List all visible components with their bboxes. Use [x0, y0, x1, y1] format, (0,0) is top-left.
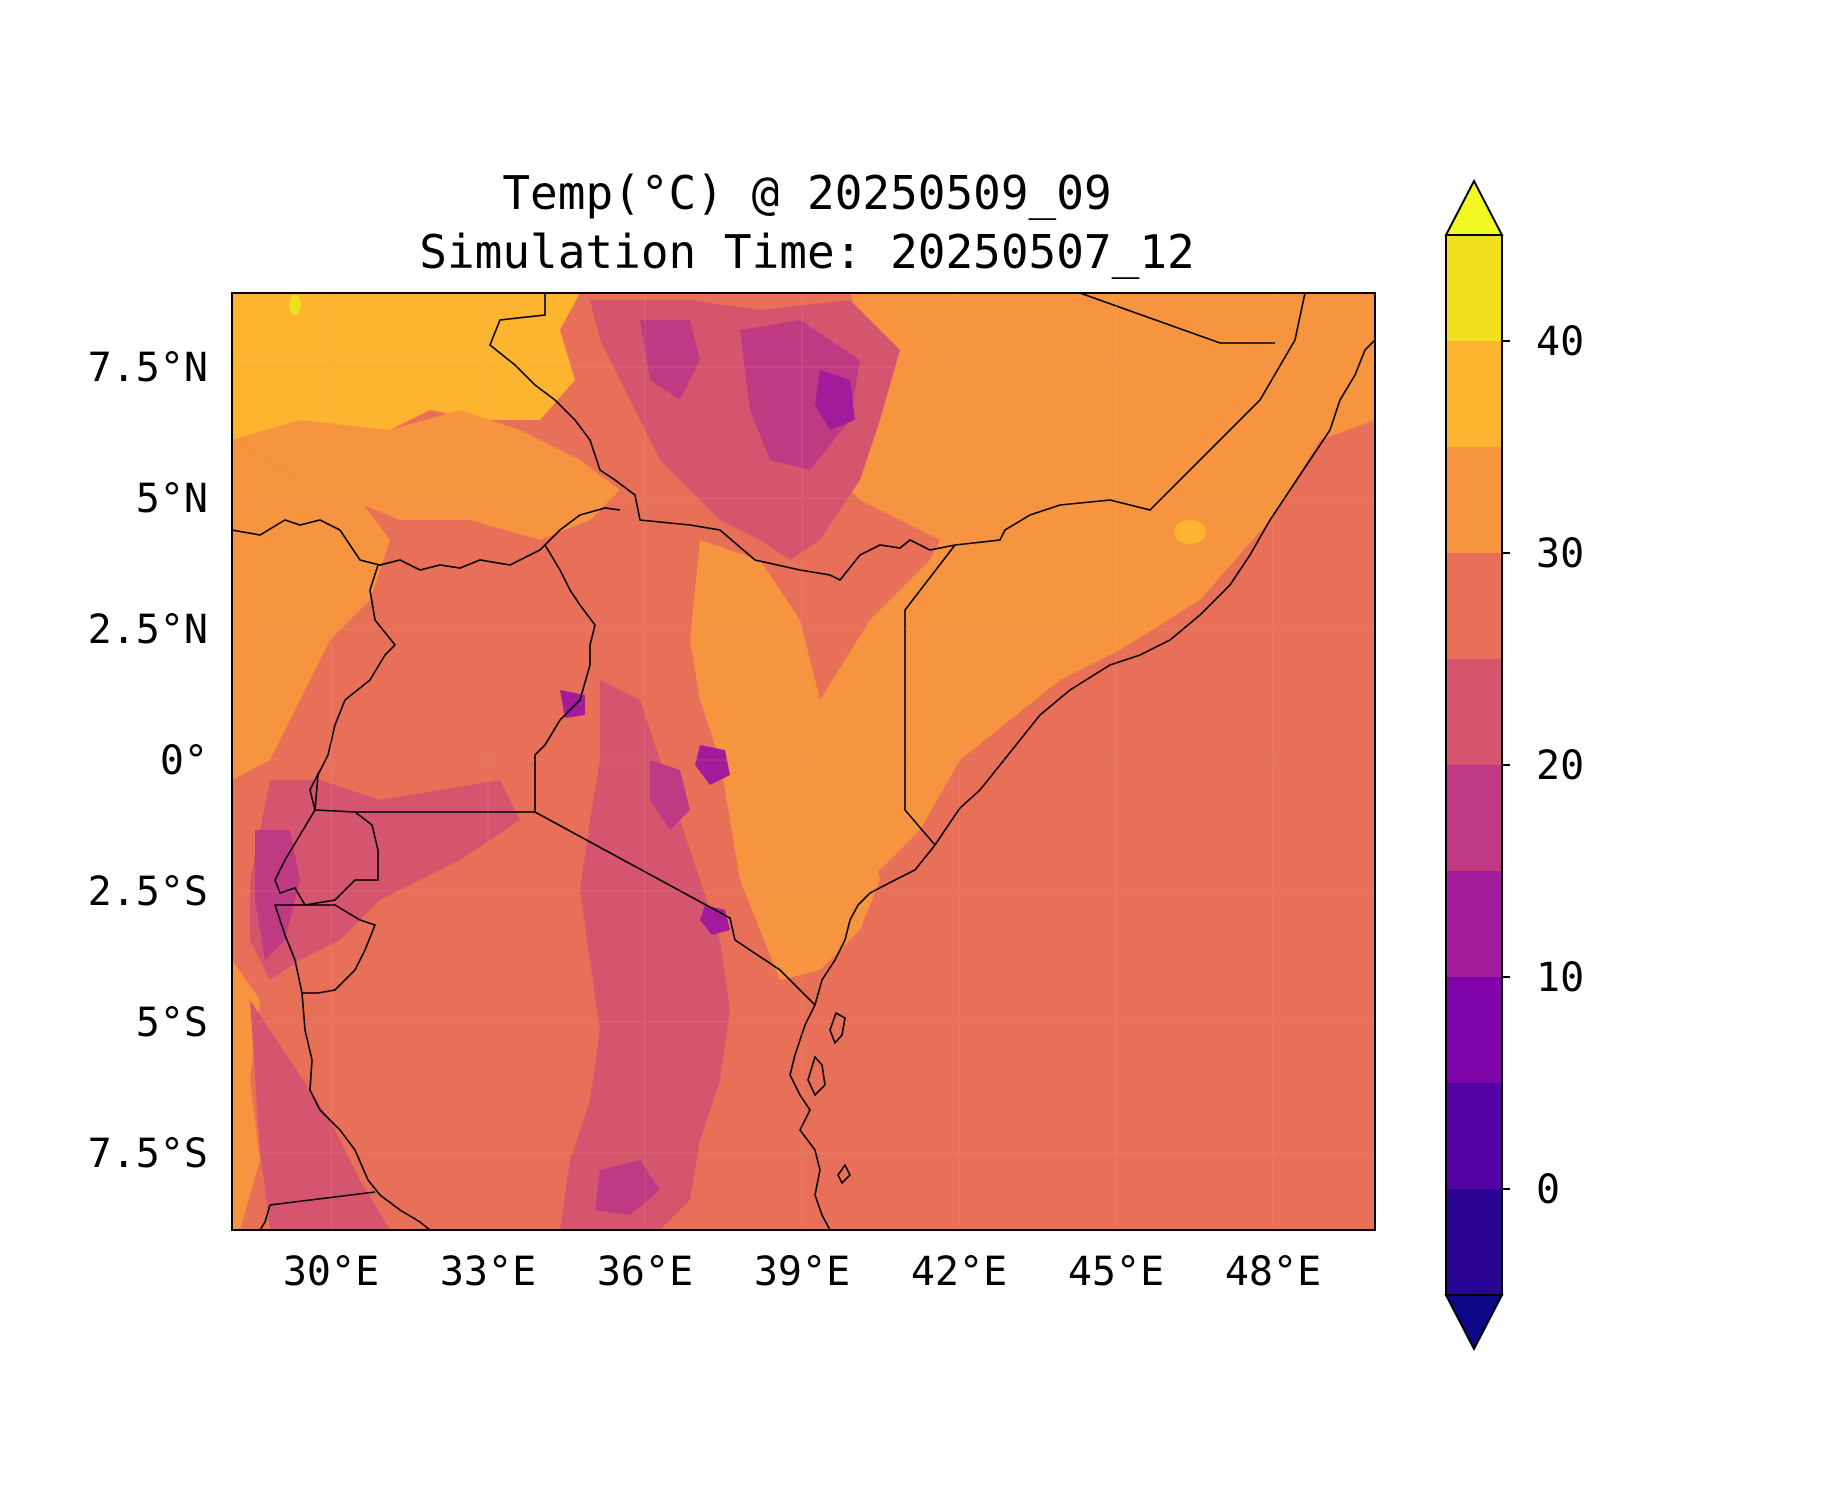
colorbar: 40 30 20 10 0: [1444, 178, 1584, 1352]
border-tanzania-mozambique: [259, 1204, 271, 1230]
colorbar-tick-label: 20: [1536, 743, 1584, 789]
plot-title-line1: Temp(°C) @ 20250509_09: [502, 166, 1112, 220]
temp-region-southwest-highlands: [250, 1000, 390, 1230]
colorbar-band: [1446, 765, 1502, 871]
temp-region-kenya-peak: [695, 745, 730, 785]
temp-region-west-highlands: [250, 780, 520, 980]
temp-region-rwenzori: [255, 830, 300, 960]
coastline: [789, 339, 1375, 1230]
border-rwanda: [274, 809, 379, 906]
lat-tick-label: 7.5°N: [88, 345, 208, 391]
colorbar-band: [1446, 1189, 1502, 1295]
lon-tick-label: 42°E: [911, 1249, 1007, 1295]
lon-tick-label: 39°E: [754, 1249, 850, 1295]
island-pemba: [829, 1011, 846, 1045]
lon-tick-label: 45°E: [1068, 1249, 1164, 1295]
island-zanzibar: [807, 1055, 826, 1097]
lat-tick-label: 7.5°S: [88, 1131, 208, 1177]
border-djibouti: [1079, 293, 1275, 344]
temp-region-somalia-hotspot: [1174, 520, 1206, 544]
border-uganda-drc: [314, 564, 397, 811]
colorbar-band: [1446, 447, 1502, 553]
border-tanzania-drc: [301, 992, 431, 1230]
colorbar-tick-label: 30: [1536, 531, 1584, 577]
island-mafia: [837, 1163, 851, 1185]
lat-tick-label: 5°S: [136, 1000, 208, 1046]
temp-region-elgon: [560, 690, 585, 718]
temp-region-aberdare: [650, 760, 690, 830]
border-uganda-drc-west: [309, 769, 321, 811]
colorbar-band: [1446, 977, 1502, 1083]
colorbar-band: [1446, 553, 1502, 659]
lat-tick-labels: 7.5°N 5°N 2.5°N 0° 2.5°S 5°S 7.5°S: [88, 345, 208, 1177]
lon-tick-label: 33°E: [440, 1249, 536, 1295]
colorbar-band: [1446, 1083, 1502, 1189]
temp-region-sotik: [595, 1160, 660, 1215]
border-ethiopia-somalia: [954, 293, 1306, 546]
temp-region-highland-cool-3: [640, 320, 700, 400]
lat-tick-label: 0°: [160, 738, 208, 784]
temp-region-sudan-hotspot: [289, 295, 301, 315]
colorbar-tick-label: 10: [1536, 955, 1584, 1001]
border-south-sudan-ethiopia: [489, 293, 956, 582]
graticule: [232, 293, 1375, 1230]
map-area: [232, 293, 1375, 1230]
temp-region-kenya-interior: [690, 540, 880, 980]
lat-tick-label: 2.5°N: [88, 607, 208, 653]
temp-region-ethiopia-east: [820, 293, 1375, 870]
colorbar-band: [1446, 235, 1502, 341]
lat-tick-label: 2.5°S: [88, 869, 208, 915]
colorbar-tick-label: 0: [1536, 1167, 1560, 1213]
country-borders: [232, 293, 1306, 1230]
colorbar-band: [1446, 341, 1502, 447]
border-burundi: [273, 904, 377, 994]
temp-region-sudan-warm: [232, 410, 620, 540]
temp-region-highland-cool-2: [815, 370, 855, 430]
temp-region-kilimanjaro: [700, 905, 730, 935]
colorbar-tick-label: 40: [1536, 319, 1584, 365]
border-south-sudan-uganda: [232, 507, 621, 571]
lon-tick-labels: 30°E 33°E 36°E 39°E 42°E 45°E 48°E: [283, 1249, 1321, 1295]
border-tanzania-zambia: [269, 1191, 376, 1206]
colorbar-band: [1446, 659, 1502, 765]
colorbar-extend-min: [1444, 1294, 1504, 1352]
map-frame: [231, 292, 1376, 1231]
temp-region-highland-cool-1: [740, 320, 860, 470]
lon-tick-label: 30°E: [283, 1249, 379, 1295]
temp-region-rift-highlands: [560, 680, 730, 1230]
border-kenya-tanzania: [534, 811, 816, 1006]
border-kenya-somalia: [904, 544, 956, 846]
colorbar-extend-max: [1444, 178, 1504, 236]
lon-tick-label: 48°E: [1225, 1249, 1321, 1295]
lon-tick-label: 36°E: [597, 1249, 693, 1295]
plot-title-line2: Simulation Time: 20250507_12: [419, 225, 1195, 279]
temp-region-west-warm: [232, 440, 390, 780]
lat-tick-label: 5°N: [136, 476, 208, 522]
border-uganda-kenya: [534, 544, 596, 812]
colorbar-band: [1446, 871, 1502, 977]
